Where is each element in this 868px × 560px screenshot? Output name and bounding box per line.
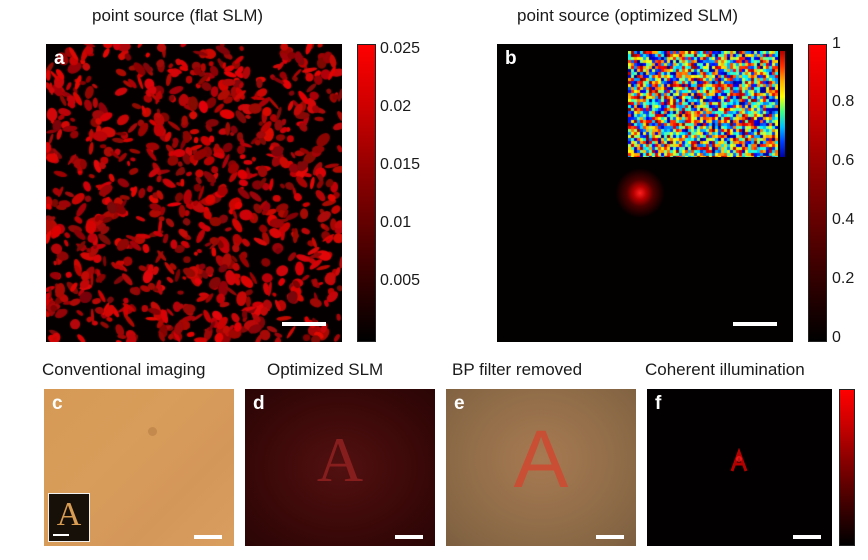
panel-a-title: point source (flat SLM) <box>92 6 264 25</box>
panel-a-colorbar-tick: 0.015 <box>380 156 421 173</box>
panel-c-inset: A <box>48 493 90 542</box>
panel-c-title: Conventional imaging <box>42 360 206 379</box>
panel-f-small-letter <box>730 447 748 472</box>
panel-a-label: a <box>54 48 65 69</box>
panel-a-colorbar-tick: 0.02 <box>380 98 412 115</box>
panel-e-label: e <box>454 393 465 414</box>
panel-b-label: b <box>505 48 517 69</box>
inset-colorbar <box>780 51 785 157</box>
panel-e-scale-bar <box>596 535 624 539</box>
panel-b-focus-image: b <box>497 44 793 342</box>
panel-b-colorbar-tick: 0.6 <box>832 152 855 169</box>
panel-d-label: d <box>253 393 265 414</box>
panel-b-colorbar-tick: 0.2 <box>832 270 855 287</box>
panel-d-letter: A <box>316 424 364 495</box>
panel-a-scale-bar <box>282 322 326 326</box>
panel-c-label: c <box>52 393 63 414</box>
inset-letter: A <box>56 496 82 533</box>
panel-a-speckle-image: a <box>46 44 342 342</box>
panel-f-title: Coherent illumination <box>645 360 805 379</box>
panel-a-colorbar-tick: 0.025 <box>380 40 421 57</box>
panel-a-colorbar <box>357 44 376 342</box>
panel-a-colorbar-tick: 0.01 <box>380 214 412 231</box>
panel-f-label: f <box>655 393 662 414</box>
panel-b-colorbar-tick: 1 <box>832 35 841 52</box>
panel-c-scale-bar <box>194 535 222 539</box>
panel-b-scale-bar <box>733 322 777 326</box>
panel-e-letter: A <box>513 414 569 505</box>
panel-a-colorbar-tick: 0.005 <box>380 272 421 289</box>
panel-d-scale-bar <box>395 535 423 539</box>
panel-d-image: A d <box>245 389 435 546</box>
panel-c-image: c A <box>44 389 234 546</box>
panel-e-image: A e <box>446 389 636 546</box>
dust-spot <box>148 427 157 436</box>
panel-f-scale-bar <box>793 535 821 539</box>
panel-f-colorbar <box>839 389 855 546</box>
panel-b-colorbar <box>808 44 827 342</box>
panel-e-title: BP filter removed <box>452 360 583 379</box>
panel-b-colorbar-tick: 0 <box>832 329 841 346</box>
panel-c-inset-scale-bar <box>53 534 69 536</box>
panel-b-title: point source (optimized SLM) <box>517 6 739 25</box>
focal-spot <box>615 168 665 218</box>
slm-phase-inset <box>628 51 778 157</box>
panel-b-colorbar-tick: 0.4 <box>832 211 855 228</box>
panel-f-image: f <box>647 389 832 546</box>
panel-d-title: Optimized SLM <box>267 360 384 379</box>
panel-b-colorbar-tick: 0.8 <box>832 93 855 110</box>
